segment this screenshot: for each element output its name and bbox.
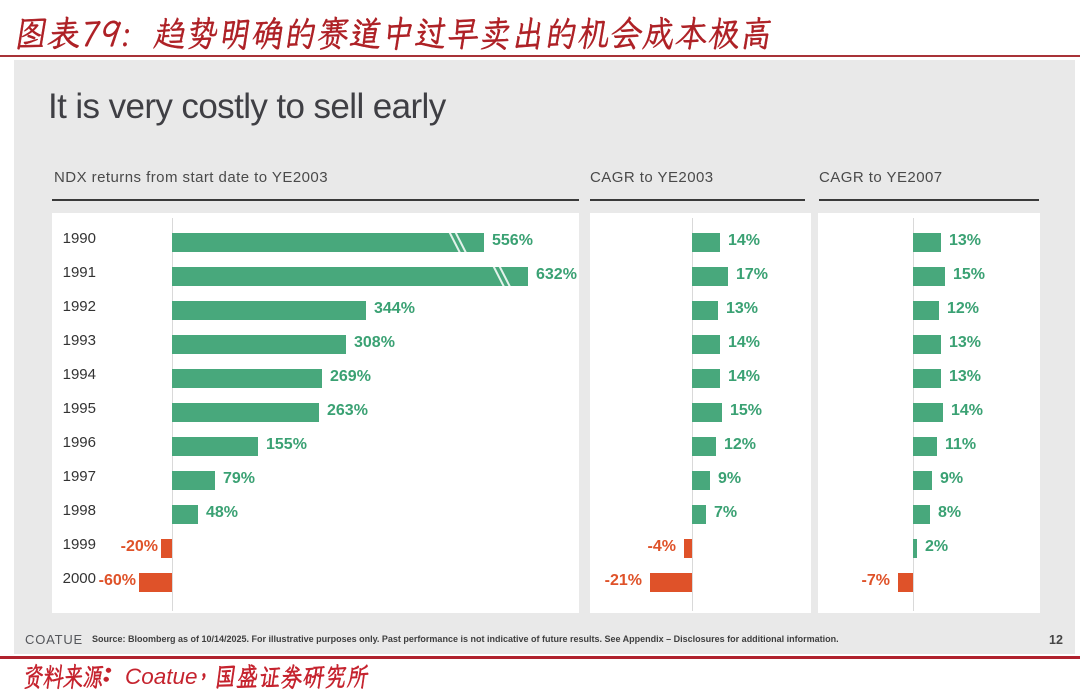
svg-text:Coatue: Coatue	[125, 664, 198, 689]
